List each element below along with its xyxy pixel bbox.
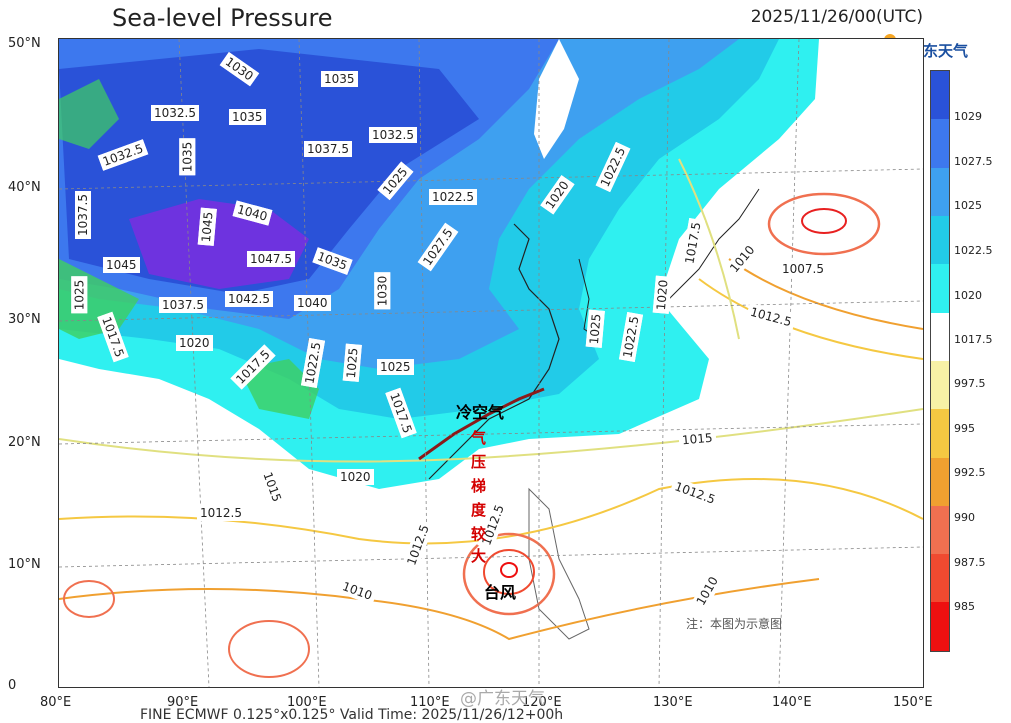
x-axis-label: 80°E [40, 695, 72, 710]
contour-label: 1030 [374, 272, 391, 310]
colorbar-swatch [931, 264, 949, 313]
colorbar-swatch [931, 215, 949, 265]
land-green-2 [239, 359, 319, 419]
gradient-label-char: 压 [471, 453, 487, 471]
contour-label: 1040 [294, 295, 331, 311]
colorbar-swatch [931, 312, 949, 361]
colorbar-swatch [931, 457, 949, 506]
note-text: 注：本图为示意图 [686, 617, 783, 631]
isobar-east-1010 [728, 258, 923, 330]
low-west-2 [228, 620, 310, 678]
y-axis-label: 10°N [8, 557, 41, 572]
colorbar-swatch [931, 505, 949, 555]
watermark: @广东天气 [460, 689, 545, 709]
colorbar-label: 992.5 [954, 466, 986, 479]
map-title: Sea-level Pressure [112, 4, 333, 32]
contour-label: 1037.5 [304, 141, 352, 157]
typhoon-mid [483, 549, 535, 595]
colorbar-swatch [931, 119, 949, 168]
typhoon-core [500, 562, 518, 578]
contour-label: 1045 [103, 257, 140, 273]
colorbar-swatch [931, 554, 949, 603]
contour-label: 1032.5 [151, 105, 199, 121]
contour-label: 1035 [229, 109, 266, 125]
x-axis-label: 110°E [410, 695, 450, 710]
y-axis-label: 0 [8, 678, 17, 693]
coastline-china [428, 223, 560, 480]
typhoon-outer [462, 532, 556, 616]
x-axis-label: 120°E [522, 695, 562, 710]
philippines [528, 487, 590, 640]
low-west-1 [63, 580, 115, 618]
gradient-label-char: 度 [471, 501, 487, 519]
gradient-label-char: 梯 [471, 477, 487, 495]
colorbar [930, 70, 950, 652]
colorbar-label: 1027.5 [954, 155, 993, 168]
contour-label: 1020 [337, 469, 374, 485]
isobar-east-1017-5 [678, 158, 740, 340]
y-axis-label: 50°N [8, 36, 41, 51]
colorbar-label: 1020 [954, 289, 982, 302]
land-green-3 [59, 79, 119, 149]
contour-label: 1032.5 [369, 127, 417, 143]
gradient-label-char: 较 [471, 525, 487, 543]
contour-label: 1012.5 [197, 505, 245, 521]
bottom-caption: FINE ECMWF 0.125°x0.125° Valid Time: 202… [140, 707, 564, 723]
contour-label: 1022.5 [429, 189, 477, 205]
contour-label: 1042.5 [225, 291, 273, 307]
low-pressure-east-core [801, 208, 847, 234]
colorbar-swatch [931, 409, 949, 458]
contour-label: 1037.5 [159, 297, 207, 313]
contour-label: 1037.5 [75, 191, 91, 239]
x-axis-label: 130°E [653, 695, 693, 710]
x-axis-label: 150°E [893, 695, 933, 710]
colorbar-label: 990 [954, 511, 975, 524]
cold-air-label: 冷空气 [456, 403, 505, 422]
colorbar-label: 995 [954, 422, 975, 435]
x-axis-label: 100°E [287, 695, 327, 710]
contour-label: 1035 [321, 71, 358, 87]
colorbar-label: 987.5 [954, 556, 986, 569]
typhoon-label: 台风 [484, 583, 517, 602]
contour-label: 1035 [179, 138, 196, 176]
colorbar-label: 985 [954, 600, 975, 613]
contour-label: 1007.5 [779, 261, 827, 277]
isobar-1010 [59, 578, 820, 641]
x-axis-label: 90°E [167, 695, 199, 710]
x-axis-label: 140°E [772, 695, 812, 710]
isobar-east-1012-5 [698, 278, 923, 360]
colorbar-label: 997.5 [954, 377, 986, 390]
sea-of-japan-gap [534, 39, 579, 159]
colorbar-label: 1025 [954, 199, 982, 212]
colorbar-label: 1022.5 [954, 244, 993, 257]
contour-label: 1020 [652, 276, 672, 314]
contour-label: 1045 [197, 208, 217, 246]
isobar-1015 [59, 408, 923, 463]
pressure-gradient-line [418, 387, 545, 461]
colorbar-swatch [931, 71, 949, 120]
valid-datetime: 2025/11/26/00(UTC) [750, 7, 923, 27]
contour-label: 1025 [585, 310, 605, 348]
contour-label: 1025 [342, 344, 362, 382]
contour-label: 1015 [678, 429, 717, 449]
y-axis-label: 40°N [8, 180, 41, 195]
contour-label: 1020 [176, 335, 213, 351]
colorbar-label: 1029 [954, 110, 982, 123]
y-axis-label: 20°N [8, 435, 41, 450]
gradient-label-char: 气 [471, 429, 487, 447]
colorbar-label: 1017.5 [954, 333, 993, 346]
colorbar-swatch [931, 360, 949, 410]
colorbar-swatch [931, 602, 949, 651]
map-frame: 1030 1035 1032.5 1035 1032.5 1035 1037.5… [58, 38, 924, 688]
y-axis-label: 30°N [8, 312, 41, 327]
colorbar-swatch [931, 167, 949, 216]
grid-lines [59, 39, 923, 687]
coastline-japan [668, 188, 760, 300]
contour-label: 1047.5 [247, 251, 295, 267]
low-pressure-east [767, 192, 881, 256]
contour-label: 1025 [71, 276, 88, 314]
gradient-label-char: 大 [471, 547, 487, 565]
contour-label: 1025 [377, 359, 414, 375]
